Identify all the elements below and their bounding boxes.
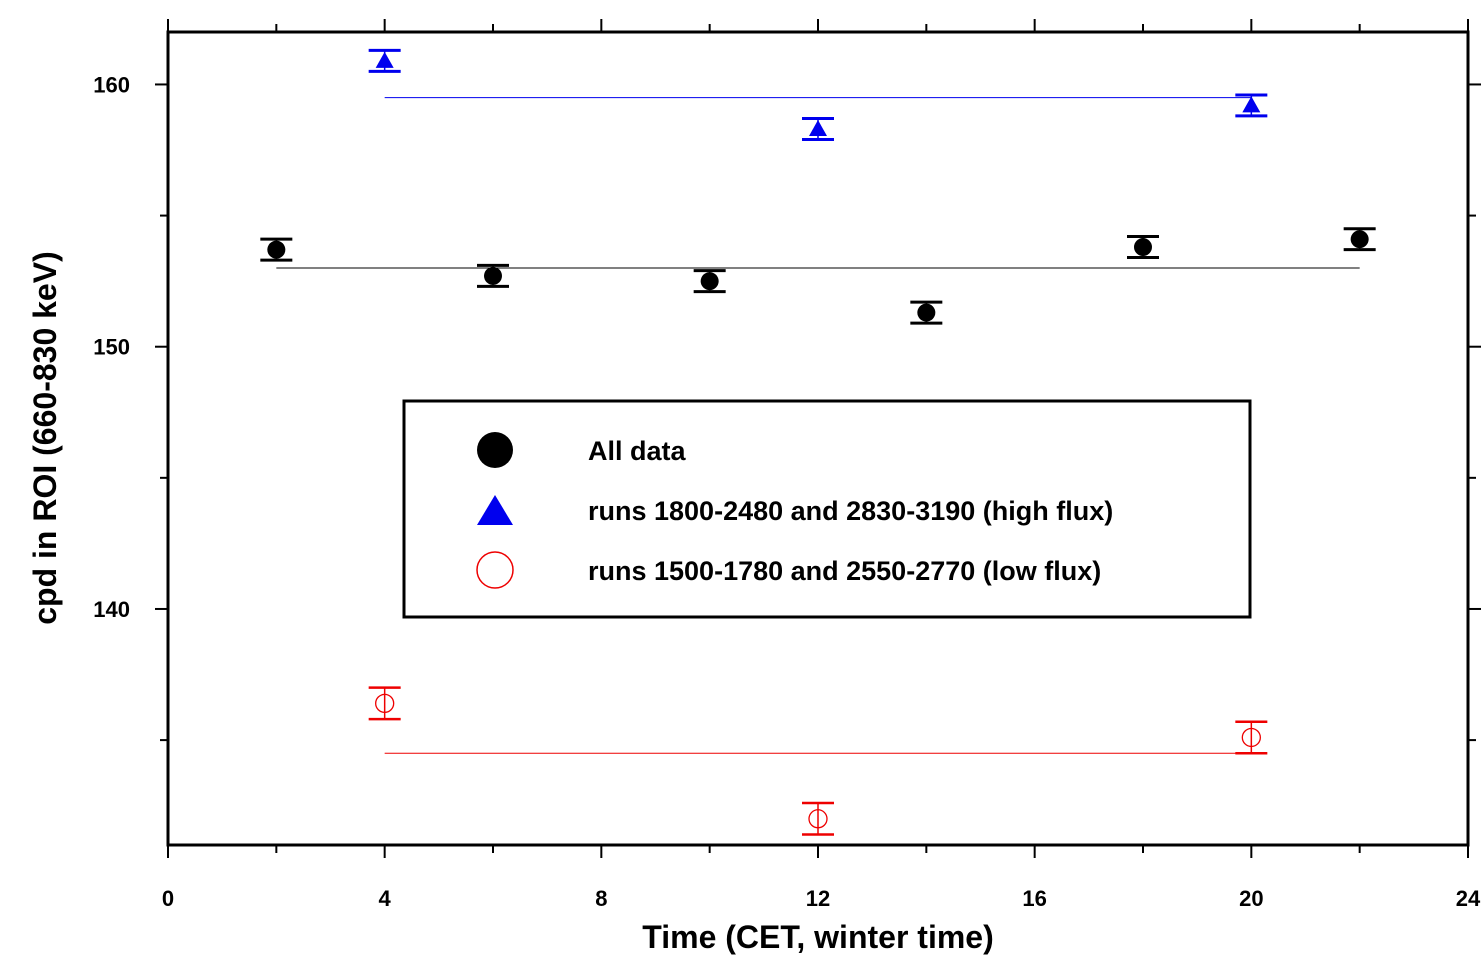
y-tick-label: 140 — [93, 597, 130, 622]
marker-triangle — [375, 51, 394, 68]
marker-circle — [700, 272, 719, 291]
data-point-series-1 — [1235, 93, 1268, 118]
x-tick-label: 8 — [595, 886, 607, 911]
x-tick-label: 16 — [1022, 886, 1046, 911]
legend-label-all-data: All data — [588, 436, 687, 466]
data-point-series-2 — [802, 801, 834, 836]
data-point-series-0 — [1127, 235, 1159, 260]
x-tick-label: 24 — [1456, 886, 1481, 911]
marker-circle — [267, 240, 286, 259]
data-point-series-2 — [1235, 720, 1268, 755]
data-points — [260, 48, 1376, 836]
y-tick-label: 160 — [93, 72, 130, 97]
x-tick-label: 20 — [1239, 886, 1263, 911]
data-point-series-1 — [368, 48, 401, 73]
marker-triangle — [1242, 96, 1261, 113]
legend-box — [402, 399, 1252, 619]
legend-marker-all-data — [477, 432, 513, 468]
x-tick-label: 4 — [379, 886, 392, 911]
y-axis-title: cpd in ROI (660-830 keV) — [27, 251, 63, 624]
legend-marker-low-flux — [476, 551, 514, 589]
marker-open-circle — [808, 809, 828, 829]
marker-circle — [484, 266, 502, 285]
x-axis-title: Time (CET, winter time) — [642, 919, 993, 955]
x-tick-label: 0 — [162, 886, 174, 911]
marker-circle — [917, 303, 936, 322]
legend: All data runs 1800-2480 and 2830-3190 (h… — [402, 399, 1252, 619]
marker-circle — [1350, 230, 1369, 249]
legend-marker-high-flux — [477, 495, 513, 525]
data-point-series-0 — [260, 237, 293, 262]
data-point-series-0 — [693, 269, 726, 294]
marker-triangle — [809, 120, 827, 137]
y-tick-label: 150 — [93, 335, 130, 360]
data-point-series-0 — [477, 263, 509, 288]
data-point-series-2 — [368, 686, 401, 721]
data-point-series-0 — [1343, 227, 1376, 252]
legend-label-high-flux: runs 1800-2480 and 2830-3190 (high flux) — [588, 496, 1113, 526]
marker-open-circle — [375, 693, 395, 714]
data-point-series-0 — [910, 300, 943, 325]
data-point-series-1 — [802, 117, 834, 142]
legend-label-low-flux: runs 1500-1780 and 2550-2770 (low flux) — [588, 556, 1101, 586]
marker-open-circle — [1241, 727, 1261, 748]
marker-circle — [1134, 238, 1152, 257]
x-tick-label: 12 — [806, 886, 830, 911]
axes: 0 4 8 12 16 20 24 140 150 160 — [93, 19, 1481, 911]
fit-lines — [276, 97, 1360, 754]
